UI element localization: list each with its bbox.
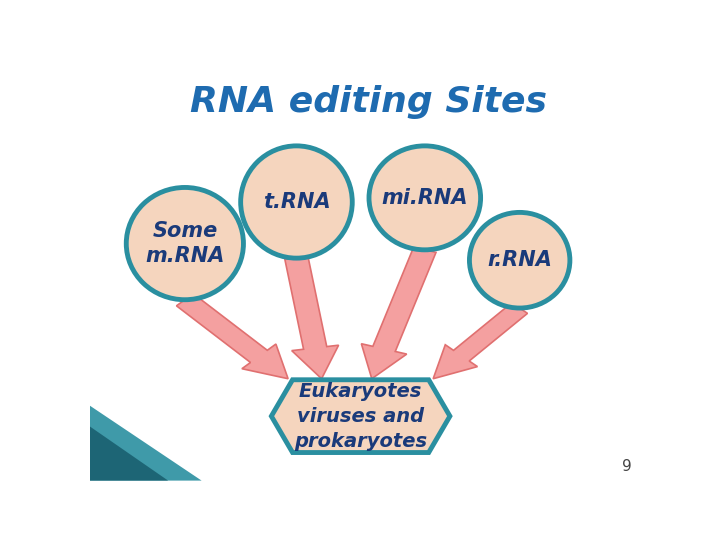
Text: RNA editing Sites: RNA editing Sites xyxy=(191,85,547,119)
Text: 9: 9 xyxy=(621,460,631,474)
Ellipse shape xyxy=(469,212,570,308)
Text: r.RNA: r.RNA xyxy=(487,250,552,270)
Ellipse shape xyxy=(126,187,243,300)
Text: Some
m.RNA: Some m.RNA xyxy=(145,221,225,266)
Polygon shape xyxy=(176,294,288,379)
Ellipse shape xyxy=(369,146,481,250)
Polygon shape xyxy=(90,406,202,481)
Polygon shape xyxy=(361,247,436,379)
Ellipse shape xyxy=(240,146,352,258)
Polygon shape xyxy=(285,257,338,379)
Polygon shape xyxy=(271,380,450,453)
Polygon shape xyxy=(433,303,528,379)
Text: t.RNA: t.RNA xyxy=(263,192,330,212)
Text: mi.RNA: mi.RNA xyxy=(382,188,468,208)
Polygon shape xyxy=(90,427,168,481)
Text: Eukaryotes
viruses and
prokaryotes: Eukaryotes viruses and prokaryotes xyxy=(294,382,427,451)
